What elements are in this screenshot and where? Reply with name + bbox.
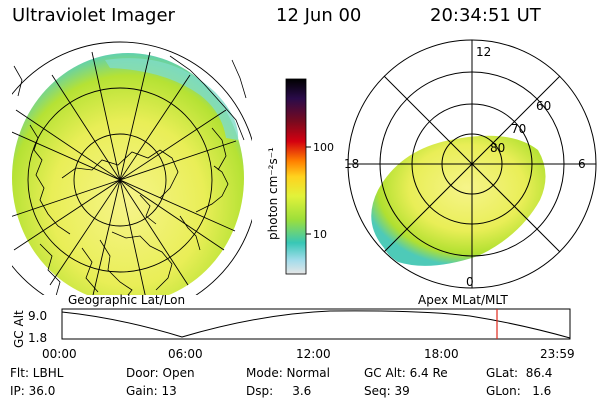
app-title: Ultraviolet Imager (12, 5, 175, 26)
timeline-xtick-3: 18:00 (424, 347, 459, 361)
timeline-xtick-4: 23:59 (540, 347, 575, 361)
left-panel-label: Geographic Lat/Lon (68, 293, 185, 307)
door-field: Door: Open (126, 366, 195, 380)
mlt-label-right: 6 (578, 157, 586, 171)
timeline-xtick-0: 00:00 (42, 347, 77, 361)
timeline-xtick-1: 06:00 (168, 347, 203, 361)
colorbar: 100 10 photon cm⁻²s⁻¹ (266, 78, 334, 275)
observation-date: 12 Jun 00 (276, 5, 362, 26)
timeline-axis-label: GC Alt (12, 310, 26, 348)
altitude-timeline: GC Alt 9.0 1.8 00:00 06:00 12:00 18:00 2… (12, 308, 575, 361)
observation-time: 20:34:51 UT (430, 5, 541, 26)
graticule (12, 41, 252, 295)
altitude-curve (61, 310, 571, 339)
gc-alt-field: GC Alt: 6.4 Re (364, 366, 448, 380)
magnetic-polar-map (347, 39, 597, 289)
glat-field: GLat: 86.4 (486, 366, 553, 380)
colorbar-tick-10: 10 (313, 228, 327, 241)
timeline-xtick-2: 12:00 (296, 347, 331, 361)
mode-field: Mode: Normal (246, 366, 330, 380)
colorbar-tick-100: 100 (313, 141, 334, 154)
dsp-field: Dsp: 3.6 (246, 384, 312, 398)
polar-grid (347, 39, 597, 289)
colorbar-unit-label: photon cm⁻²s⁻¹ (266, 147, 280, 240)
aurora-edge-speckle (105, 58, 239, 141)
gain-field: Gain: 13 (126, 384, 177, 398)
glon-field: GLon: 1.6 (486, 384, 552, 398)
mlt-label-left: 18 (344, 157, 359, 171)
lat-label-60: 60 (536, 99, 551, 113)
flt-field: Flt: LBHL (10, 366, 64, 380)
timeline-ytick-min: 1.8 (28, 331, 47, 345)
coastlines (13, 55, 247, 295)
ip-field: IP: 36.0 (10, 384, 56, 398)
mlt-label-bottom: 0 (466, 275, 474, 289)
lat-label-70: 70 (511, 122, 526, 136)
lat-label-80: 80 (490, 141, 505, 155)
timeline-ytick-max: 9.0 (28, 309, 47, 323)
right-panel-label: Apex MLat/MLT (418, 293, 508, 307)
mlt-label-top: 12 (476, 45, 491, 59)
aurora-image-geographic (12, 53, 244, 295)
colorbar-scale (285, 78, 307, 275)
seq-field: Seq: 39 (364, 384, 410, 398)
geographic-map (12, 41, 252, 295)
